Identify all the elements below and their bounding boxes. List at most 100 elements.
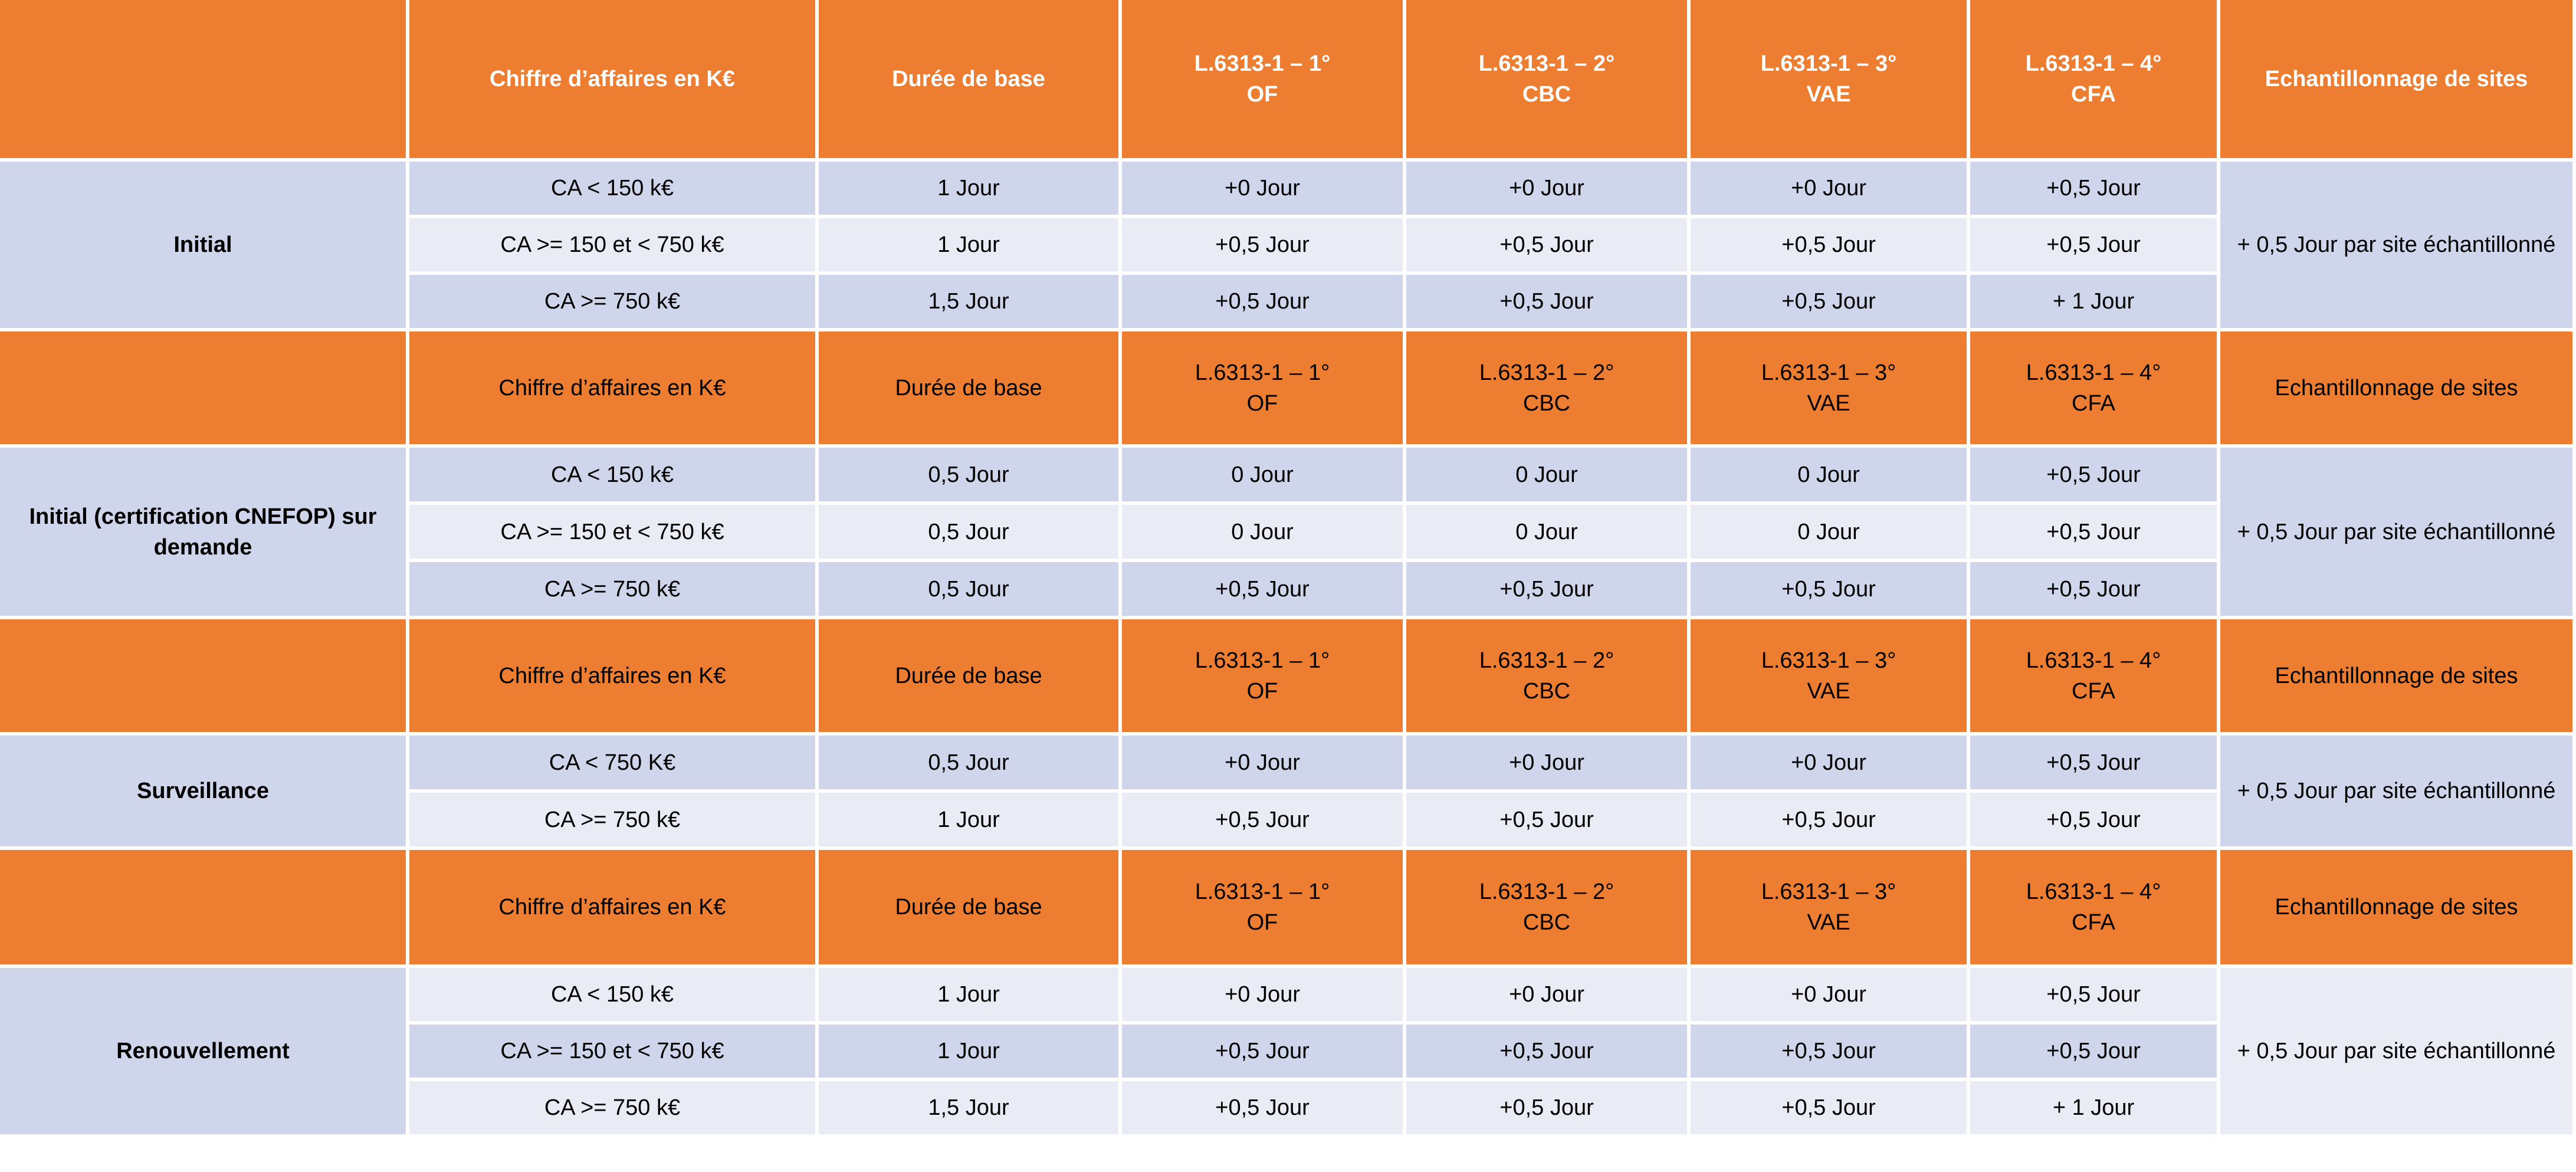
header-empty-cell	[0, 619, 409, 736]
ca-cell: CA >= 150 et < 750 k€	[409, 218, 819, 275]
vae-cell: 0 Jour	[1691, 505, 1970, 562]
sampling-cell: + 0,5 Jour par site échantillonné	[2220, 968, 2576, 1138]
header-l2: L.6313-1 – 2° CBC	[1406, 331, 1691, 448]
of-cell: +0 Jour	[1122, 162, 1406, 218]
base-cell: 1 Jour	[819, 968, 1122, 1025]
header-l3: L.6313-1 – 3° VAE	[1691, 0, 1970, 162]
base-cell: 0,5 Jour	[819, 562, 1122, 619]
cfa-cell: +0,5 Jour	[1970, 1025, 2220, 1081]
of-cell: 0 Jour	[1122, 448, 1406, 505]
base-cell: 0,5 Jour	[819, 736, 1122, 793]
header-sites: Echantillonnage de sites	[2220, 331, 2576, 448]
vae-cell: +0 Jour	[1691, 968, 1970, 1025]
cfa-cell: +0,5 Jour	[1970, 562, 2220, 619]
header-ca: Chiffre d’affaires en K€	[409, 619, 819, 736]
sampling-cell: + 0,5 Jour par site échantillonné	[2220, 448, 2576, 619]
cfa-cell: +0,5 Jour	[1970, 793, 2220, 850]
sampling-cell: + 0,5 Jour par site échantillonné	[2220, 162, 2576, 331]
table-row: CA >= 750 k€ 0,5 Jour +0,5 Jour +0,5 Jou…	[0, 562, 2576, 619]
header-l1: L.6313-1 – 1° OF	[1122, 0, 1406, 162]
header-empty-cell	[0, 331, 409, 448]
cfa-cell: +0,5 Jour	[1970, 448, 2220, 505]
table-row: CA >= 150 et < 750 k€ 1 Jour +0,5 Jour +…	[0, 218, 2576, 275]
base-cell: 1 Jour	[819, 1025, 1122, 1081]
ca-cell: CA < 150 k€	[409, 968, 819, 1025]
cfa-cell: +0,5 Jour	[1970, 505, 2220, 562]
ca-cell: CA >= 750 k€	[409, 562, 819, 619]
of-cell: +0,5 Jour	[1122, 793, 1406, 850]
header-sites: Echantillonnage de sites	[2220, 0, 2576, 162]
base-cell: 0,5 Jour	[819, 448, 1122, 505]
vae-cell: +0,5 Jour	[1691, 218, 1970, 275]
ca-cell: CA >= 750 k€	[409, 1081, 819, 1138]
table-row: CA >= 150 et < 750 k€ 0,5 Jour 0 Jour 0 …	[0, 505, 2576, 562]
header-duree: Durée de base	[819, 850, 1122, 968]
section-label-initial: Initial	[0, 162, 409, 331]
header-row: Chiffre d’affaires en K€ Durée de base L…	[0, 331, 2576, 448]
table-row: CA >= 750 k€ 1 Jour +0,5 Jour +0,5 Jour …	[0, 793, 2576, 850]
base-cell: 1 Jour	[819, 793, 1122, 850]
of-cell: 0 Jour	[1122, 505, 1406, 562]
base-cell: 1 Jour	[819, 218, 1122, 275]
section-label-renouvellement: Renouvellement	[0, 968, 409, 1138]
section-label-surveillance: Surveillance	[0, 736, 409, 850]
vae-cell: +0,5 Jour	[1691, 562, 1970, 619]
header-l3: L.6313-1 – 3° VAE	[1691, 850, 1970, 968]
cfa-cell: +0,5 Jour	[1970, 968, 2220, 1025]
cbc-cell: +0,5 Jour	[1406, 1081, 1691, 1138]
cbc-cell: +0 Jour	[1406, 736, 1691, 793]
ca-cell: CA >= 150 et < 750 k€	[409, 1025, 819, 1081]
header-duree: Durée de base	[819, 331, 1122, 448]
sampling-cell: + 0,5 Jour par site échantillonné	[2220, 736, 2576, 850]
table-row: Renouvellement CA < 150 k€ 1 Jour +0 Jou…	[0, 968, 2576, 1138]
ca-cell: CA >= 150 et < 750 k€	[409, 505, 819, 562]
table-row: CA >= 750 k€ 1,5 Jour +0,5 Jour +0,5 Jou…	[0, 1081, 2576, 1138]
header-l2: L.6313-1 – 2° CBC	[1406, 0, 1691, 162]
header-l4: L.6313-1 – 4° CFA	[1970, 619, 2220, 736]
header-row: Chiffre d’affaires en K€ Durée de base L…	[0, 850, 2576, 968]
cbc-cell: +0,5 Jour	[1406, 218, 1691, 275]
header-l2: L.6313-1 – 2° CBC	[1406, 619, 1691, 736]
base-cell: 1,5 Jour	[819, 275, 1122, 331]
cbc-cell: +0,5 Jour	[1406, 275, 1691, 331]
base-cell: 0,5 Jour	[819, 505, 1122, 562]
ca-cell: CA >= 750 k€	[409, 275, 819, 331]
cbc-cell: 0 Jour	[1406, 505, 1691, 562]
header-l1: L.6313-1 – 1° OF	[1122, 850, 1406, 968]
of-cell: +0 Jour	[1122, 968, 1406, 1025]
header-empty-cell	[0, 850, 409, 968]
header-sites: Echantillonnage de sites	[2220, 619, 2576, 736]
ca-cell: CA < 150 k€	[409, 448, 819, 505]
table-row: Initial (certification CNEFOP) sur deman…	[0, 448, 2576, 619]
header-l3: L.6313-1 – 3° VAE	[1691, 619, 1970, 736]
ca-cell: CA >= 750 k€	[409, 793, 819, 850]
of-cell: +0,5 Jour	[1122, 218, 1406, 275]
vae-cell: +0 Jour	[1691, 162, 1970, 218]
table-row: CA >= 750 k€ 1,5 Jour +0,5 Jour +0,5 Jou…	[0, 275, 2576, 331]
header-l4: L.6313-1 – 4° CFA	[1970, 0, 2220, 162]
ca-cell: CA < 750 K€	[409, 736, 819, 793]
cfa-cell: +0,5 Jour	[1970, 162, 2220, 218]
cfa-cell: + 1 Jour	[1970, 275, 2220, 331]
header-sites: Echantillonnage de sites	[2220, 850, 2576, 968]
bottom-spacer	[0, 1138, 2576, 1172]
header-row: Chiffre d’affaires en K€ Durée de base L…	[0, 0, 2576, 162]
header-ca: Chiffre d’affaires en K€	[409, 850, 819, 968]
vae-cell: +0 Jour	[1691, 736, 1970, 793]
header-duree: Durée de base	[819, 619, 1122, 736]
base-cell: 1 Jour	[819, 162, 1122, 218]
table-row: Surveillance CA < 750 K€ 0,5 Jour +0 Jou…	[0, 736, 2576, 850]
vae-cell: +0,5 Jour	[1691, 275, 1970, 331]
cfa-cell: +0,5 Jour	[1970, 218, 2220, 275]
vae-cell: +0,5 Jour	[1691, 1081, 1970, 1138]
cbc-cell: +0 Jour	[1406, 968, 1691, 1025]
cbc-cell: +0 Jour	[1406, 162, 1691, 218]
of-cell: +0,5 Jour	[1122, 562, 1406, 619]
cbc-cell: 0 Jour	[1406, 448, 1691, 505]
ca-cell: CA < 150 k€	[409, 162, 819, 218]
header-ca: Chiffre d’affaires en K€	[409, 331, 819, 448]
cfa-cell: +0,5 Jour	[1970, 736, 2220, 793]
of-cell: +0,5 Jour	[1122, 1081, 1406, 1138]
of-cell: +0,5 Jour	[1122, 1025, 1406, 1081]
